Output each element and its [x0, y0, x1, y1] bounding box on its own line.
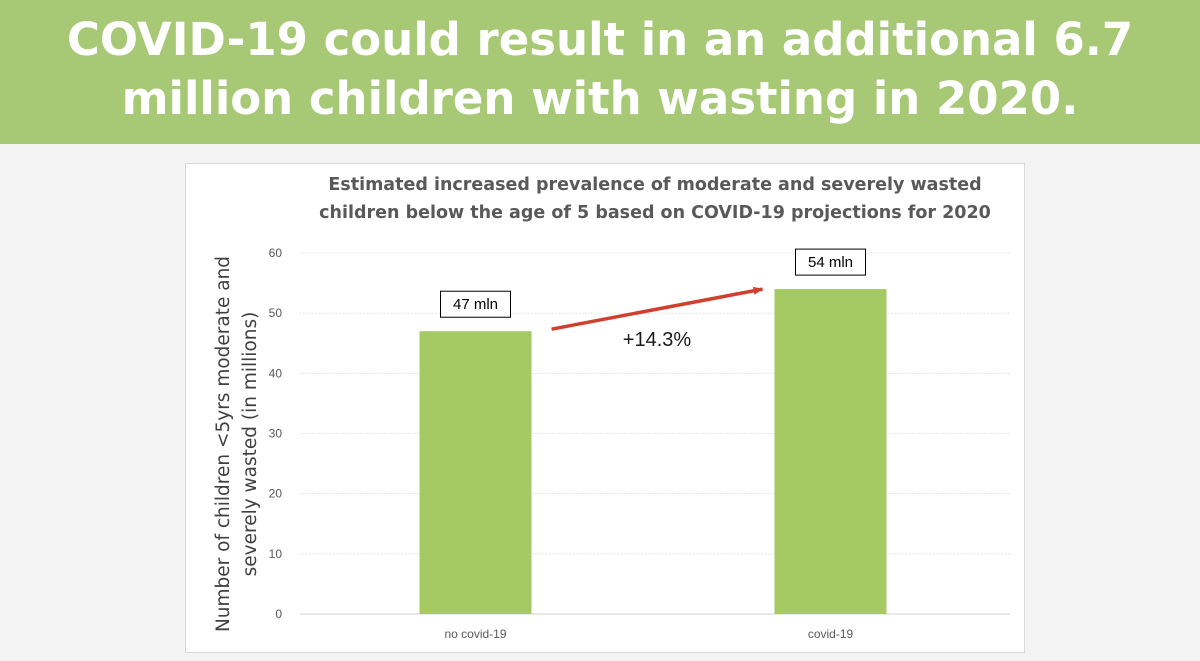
data-label-1: 54 mln	[808, 254, 853, 271]
increase-arrow	[551, 286, 764, 331]
headline-banner: COVID-19 could result in an additional 6…	[0, 0, 1200, 144]
data-label-box-0	[440, 290, 511, 318]
y-axis-title-line-2: severely wasted (in millions)	[240, 312, 261, 577]
y-tick-label-10: 10	[269, 547, 283, 561]
y-tick-label-20: 20	[269, 487, 283, 501]
x-tick-label-1: covid-19	[808, 627, 854, 641]
increase-percent-label: +14.3%	[623, 329, 692, 351]
data-label-0: 47 mln	[453, 296, 498, 313]
chart-title-line-1: Estimated increased prevalence of modera…	[328, 175, 981, 195]
x-tick-label-0: no covid-19	[444, 627, 506, 641]
y-tick-label-60: 60	[269, 246, 283, 260]
data-label-box-1	[795, 248, 866, 276]
bar-covid-19	[774, 289, 887, 614]
y-tick-label-50: 50	[269, 306, 283, 320]
headline-title: COVID-19 could result in an additional 6…	[66, 13, 1134, 125]
y-tick-label-30: 30	[269, 427, 283, 441]
y-tick-label-40: 40	[269, 366, 283, 380]
y-axis-title-line-1: Number of children <5yrs moderate and	[213, 256, 234, 632]
bar-no-covid-19	[419, 331, 532, 614]
chart-title-line-2: children below the age of 5 based on COV…	[319, 203, 991, 223]
y-tick-label-0: 0	[275, 607, 282, 621]
